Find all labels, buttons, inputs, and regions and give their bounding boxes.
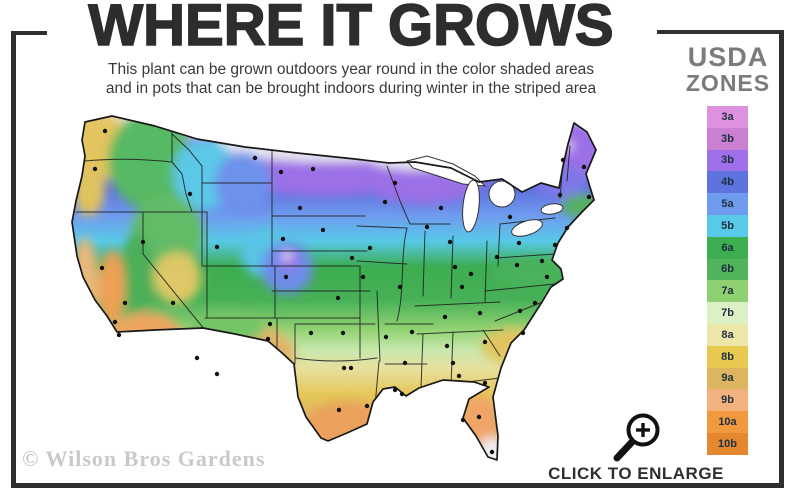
legend-zone-label: 5b bbox=[721, 219, 734, 232]
subtitle-line-1: This plant can be grown outdoors year ro… bbox=[108, 61, 594, 78]
legend-zone-swatch: 9a bbox=[707, 367, 748, 390]
subtitle-line-2: and in pots that can be brought indoors … bbox=[105, 79, 597, 97]
legend-zone-label: 9b bbox=[721, 394, 734, 407]
us-outline bbox=[71, 115, 597, 461]
state-borders bbox=[75, 116, 571, 407]
legend-zone-label: 8b bbox=[721, 350, 734, 363]
legend-zone-swatch: 3b bbox=[707, 149, 748, 172]
legend-zone-swatch: 5b bbox=[707, 214, 748, 237]
legend-zone-swatch: 10a bbox=[707, 411, 748, 433]
legend-zone-swatch: 9b bbox=[707, 389, 748, 412]
legend-zone-swatch: 8b bbox=[707, 345, 748, 368]
usda-zones-legend: USDA ZONES 3a 3b 3b 4b 5a 5b 6a 6b 7a 7b… bbox=[668, 42, 788, 455]
watermark: © Wilson Bros Gardens bbox=[22, 446, 266, 471]
legend-zone-label: 7a bbox=[721, 285, 734, 298]
frame-bottom-bar bbox=[11, 483, 784, 488]
legend-zone-swatch: 6a bbox=[707, 236, 748, 259]
page-title: WHERE IT GROWS bbox=[88, 0, 615, 58]
city-dots bbox=[92, 128, 592, 455]
frame-left-bar bbox=[11, 31, 16, 488]
legend-zone-swatch: 6b bbox=[707, 258, 748, 281]
legend-zone-swatch: 7a bbox=[707, 280, 748, 303]
click-to-enlarge-button[interactable]: CLICK TO ENLARGE bbox=[548, 464, 724, 483]
legend-zone-label: 6a bbox=[721, 241, 734, 254]
frame-right-bar bbox=[779, 30, 784, 488]
legend-zone-swatch: 10b bbox=[707, 432, 748, 455]
legend-zone-label: 10b bbox=[718, 437, 737, 450]
zone-band-fill bbox=[72, 116, 596, 460]
frame-top-left-arm bbox=[11, 31, 47, 35]
legend-zone-swatch: 3b bbox=[707, 127, 748, 150]
zone-list: 3a 3b 3b 4b 5a 5b 6a 6b 7a 7b 8a 8b 9a 9… bbox=[707, 106, 748, 455]
subtitle: This plant can be grown outdoors year ro… bbox=[60, 61, 642, 99]
legend-zone-label: 7b bbox=[721, 307, 734, 320]
legend-zone-label: 3b bbox=[721, 154, 734, 167]
legend-zone-swatch: 7b bbox=[707, 302, 748, 324]
usda-zone-map[interactable] bbox=[55, 106, 650, 471]
legend-zone-label: 8a bbox=[721, 328, 734, 341]
legend-zone-label: 10a bbox=[718, 416, 737, 429]
legend-zone-swatch: 8a bbox=[707, 323, 748, 346]
legend-title-usda: USDA bbox=[687, 42, 769, 72]
legend-zone-label: 4b bbox=[721, 176, 734, 189]
frame-top-right-arm bbox=[657, 30, 784, 34]
usda-zone-map-svg[interactable] bbox=[55, 106, 650, 471]
legend-zone-label: 3b bbox=[721, 132, 734, 145]
legend-zone-swatch: 4b bbox=[707, 171, 748, 194]
magnifier-plus-icon[interactable] bbox=[605, 406, 665, 466]
legend-zone-swatch: 3a bbox=[707, 106, 748, 128]
legend-zone-label: 3a bbox=[721, 110, 734, 123]
legend-zone-label: 6b bbox=[721, 263, 734, 276]
legend-zone-label: 9a bbox=[721, 372, 734, 385]
legend-zone-label: 5a bbox=[721, 198, 734, 211]
legend-zone-swatch: 5a bbox=[707, 193, 748, 215]
legend-title-zones: ZONES bbox=[685, 70, 771, 96]
